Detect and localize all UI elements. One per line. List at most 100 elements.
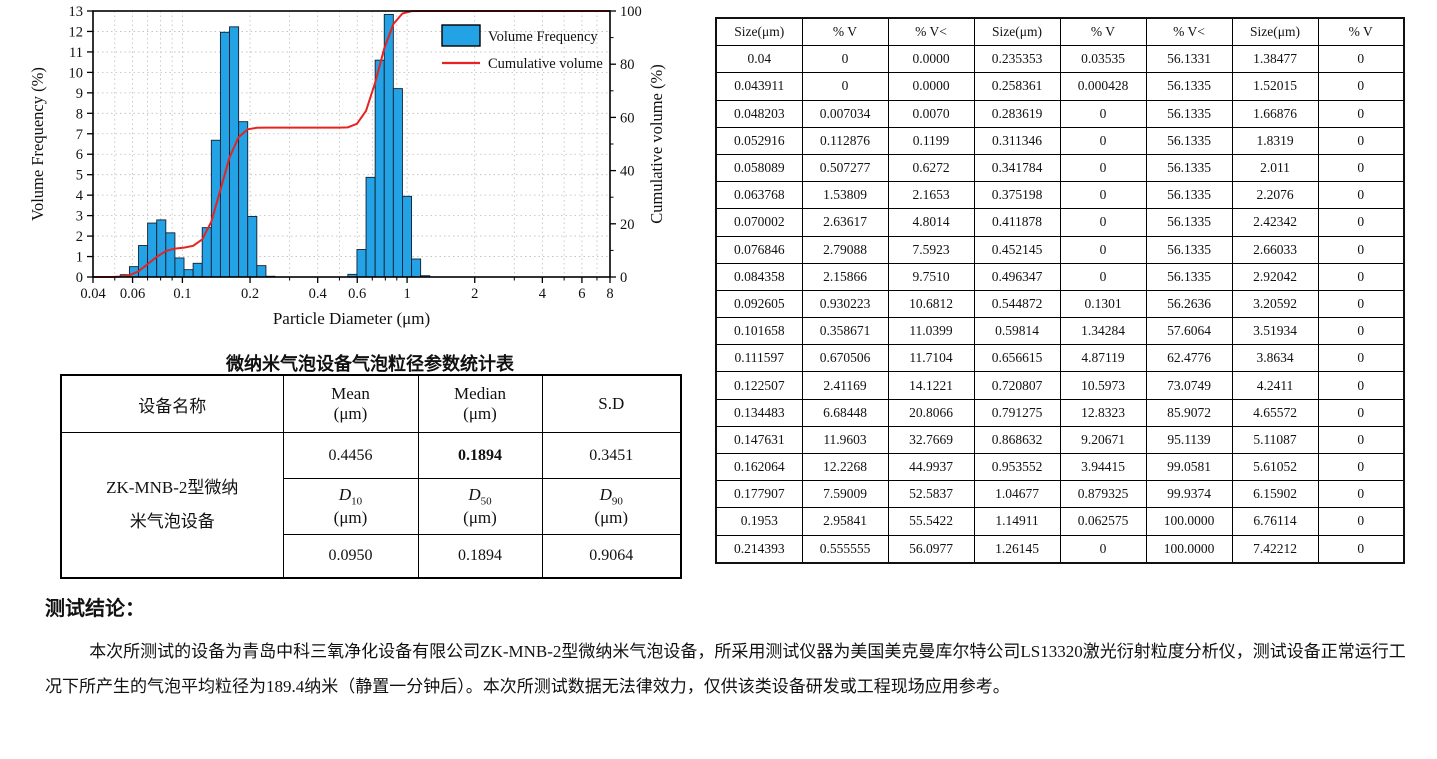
table-cell: 44.9937 — [887, 452, 975, 482]
table-cell: 0 — [1317, 181, 1405, 210]
table-row: 0.134483 6.68448 20.8066 0.791275 12.8323 85.… — [715, 398, 1405, 427]
table-cell: 100.0000 — [1145, 507, 1233, 536]
table-cell: 0.1199 — [887, 126, 975, 155]
table-cell: 0 — [1317, 317, 1405, 346]
table-cell: 2.42342 — [1231, 208, 1319, 237]
table-cell: 0 — [1317, 425, 1405, 455]
d-subscript: 50 — [480, 495, 492, 508]
table-cell: 0 — [1317, 208, 1405, 237]
table-cell: 6.76114 — [1231, 507, 1319, 536]
stats-header-median-unit: (μm) — [463, 404, 497, 423]
table-cell: 0 — [1317, 534, 1405, 564]
table-row: 0.084358 2.15866 9.7510 0.496347 0 56.1335 2.9… — [715, 262, 1405, 291]
table-cell: 0.341784 — [973, 153, 1061, 183]
d90-header: D90 (μm) — [541, 478, 682, 535]
table-cell: 0.411878 — [973, 208, 1061, 237]
d50-header: D50 (μm) — [417, 478, 543, 535]
table-cell: 6.68448 — [801, 398, 889, 427]
table-cell: 0.070002 — [715, 208, 803, 237]
table-cell: 0 — [1059, 235, 1147, 264]
x-tick-label: 4 — [539, 286, 547, 302]
size-distribution-table: Size(μm)% V% V< Size(μm)% V% V< Size(μm)% … — [715, 17, 1405, 564]
table-cell: 3.8634 — [1231, 344, 1319, 373]
y-left-tick-label: 0 — [76, 270, 83, 286]
table-cell: 2.95841 — [801, 507, 889, 536]
device-name-cell: ZK-MNB-2型微纳 米气泡设备 — [60, 432, 284, 579]
volume-frequency-bar — [156, 219, 167, 278]
table-cell: 2.41169 — [801, 371, 889, 400]
d-unit: (μm) — [594, 507, 629, 527]
table-cell: 0.04 — [715, 45, 803, 74]
sd-value: 0.3451 — [541, 432, 682, 479]
volume-frequency-bar — [402, 195, 413, 278]
table-cell: 0 — [801, 72, 889, 101]
size-distribution-table-wrap: Size(μm)% V% V< Size(μm)% V% V< Size(μm)% … — [715, 17, 1405, 564]
table-row: 0.070002 2.63617 4.8014 0.411878 0 56.1335 2.4… — [715, 208, 1405, 237]
table-cell: 10.5973 — [1059, 371, 1147, 400]
table-cell: 0 — [1317, 262, 1405, 291]
column-header: % V< — [887, 17, 975, 47]
conclusion-heading: 测试结论： — [45, 598, 145, 620]
x-tick-label: 0.1 — [173, 286, 191, 302]
stats-table: 设备名称 Mean (μm) Median (μm) S.D ZK-MNB-2型… — [60, 374, 682, 579]
volume-frequency-bar — [174, 257, 185, 278]
table-cell: 56.0977 — [887, 534, 975, 564]
volume-frequency-bar — [219, 31, 230, 278]
x-tick-label: 0.4 — [309, 286, 328, 302]
table-cell: 1.8319 — [1231, 126, 1319, 155]
table-cell: 2.66033 — [1231, 235, 1319, 264]
table-cell: 0.048203 — [715, 99, 803, 128]
table-cell: 7.5923 — [887, 235, 975, 264]
volume-frequency-bar — [183, 269, 194, 278]
d-subscript: 90 — [611, 495, 623, 508]
table-cell: 0.147631 — [715, 425, 803, 455]
table-cell: 0 — [1059, 153, 1147, 183]
volume-frequency-bar — [392, 88, 403, 278]
table-cell: 0.162064 — [715, 452, 803, 482]
y-left-tick-label: 12 — [69, 24, 84, 40]
table-row: 0.147631 11.9603 32.7669 0.868632 9.20671 95.… — [715, 425, 1405, 455]
table-cell: 3.51934 — [1231, 317, 1319, 346]
table-cell: 0.134483 — [715, 398, 803, 427]
table-cell: 1.34284 — [1059, 317, 1147, 346]
table-cell: 0.03535 — [1059, 45, 1147, 74]
table-cell: 20.8066 — [887, 398, 975, 427]
d-unit: (μm) — [463, 507, 497, 527]
table-cell: 7.42212 — [1231, 534, 1319, 564]
table-cell: 2.1653 — [887, 181, 975, 210]
table-cell: 1.26145 — [973, 534, 1061, 564]
column-header: % V — [1317, 17, 1405, 47]
table-cell: 0 — [1059, 126, 1147, 155]
volume-frequency-bar — [147, 222, 158, 278]
table-cell: 0.375198 — [973, 181, 1061, 210]
table-row: 0.043911 0 0.0000 0.258361 0.000428 56.1335 1.… — [715, 72, 1405, 101]
table-cell: 0 — [1317, 99, 1405, 128]
table-cell: 0.076846 — [715, 235, 803, 264]
table-cell: 0.656615 — [973, 344, 1061, 373]
y-left-tick-label: 2 — [76, 229, 83, 245]
volume-frequency-bar — [411, 258, 422, 278]
table-cell: 4.8014 — [887, 208, 975, 237]
table-cell: 0 — [1317, 452, 1405, 482]
table-cell: 0.063768 — [715, 181, 803, 210]
y-left-tick-label: 9 — [76, 86, 83, 102]
table-cell: 1.53809 — [801, 181, 889, 210]
volume-frequency-bar — [356, 249, 367, 278]
table-cell: 5.11087 — [1231, 425, 1319, 455]
table-cell: 1.38477 — [1231, 45, 1319, 74]
table-cell: 11.7104 — [887, 344, 975, 373]
y-left-axis-title: Volume Frequency (%) — [28, 67, 47, 221]
table-cell: 0.791275 — [973, 398, 1061, 427]
table-row: 0.092605 0.930223 10.6812 0.544872 0.1301 56.… — [715, 289, 1405, 319]
table-cell: 0.101658 — [715, 317, 803, 346]
table-cell: 2.92042 — [1231, 262, 1319, 291]
table-cell: 3.94415 — [1059, 452, 1147, 482]
table-cell: 0.496347 — [973, 262, 1061, 291]
table-cell: 56.1335 — [1145, 153, 1233, 183]
table-cell: 73.0749 — [1145, 371, 1233, 400]
y-left-tick-label: 7 — [76, 127, 83, 143]
x-tick-label: 8 — [606, 286, 613, 302]
y-left-tick-label: 4 — [76, 188, 84, 204]
conclusion-section: 测试结论： 本次所测试的设备为青岛中科三氧净化设备有限公司ZK-MNB-2型微纳… — [45, 592, 1415, 704]
table-row: 0.063768 1.53809 2.1653 0.375198 0 56.1335 2.2… — [715, 181, 1405, 210]
